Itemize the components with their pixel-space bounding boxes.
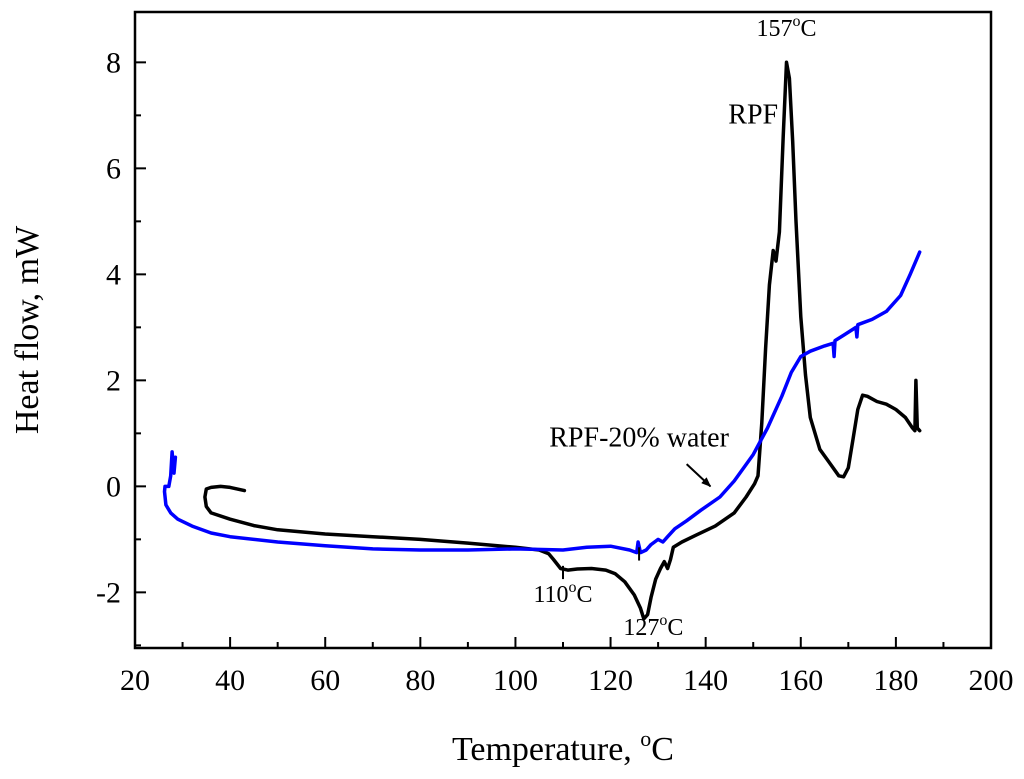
annotation-peak157: 157oC bbox=[757, 13, 817, 42]
x-axis-title-sup: o bbox=[640, 726, 651, 751]
x-tick-label: 180 bbox=[873, 664, 918, 697]
series-line-rpf-water bbox=[162, 250, 922, 555]
y-tick-label: 0 bbox=[106, 470, 121, 503]
annotation-rpfwater: RPF-20% water bbox=[549, 423, 729, 454]
x-tick-label: 140 bbox=[683, 664, 728, 697]
x-tick-label: 80 bbox=[405, 664, 435, 697]
x-tick-label: 200 bbox=[969, 664, 1014, 697]
annotation-arrow bbox=[685, 463, 712, 488]
x-tick-label: 40 bbox=[215, 664, 245, 697]
y-tick-label: -2 bbox=[96, 576, 121, 609]
annotation-t127: 127oC bbox=[623, 612, 683, 641]
annotation-t110: 110oC bbox=[533, 579, 592, 608]
x-axis-title-main: Temperature, bbox=[452, 731, 640, 768]
y-tick-label: 4 bbox=[106, 258, 121, 291]
x-tick-label: 100 bbox=[493, 664, 538, 697]
plot-frame bbox=[133, 10, 993, 650]
y-tick-label: 2 bbox=[106, 364, 121, 397]
x-tick-label: 120 bbox=[588, 664, 633, 697]
y-axis-title: Heat flow, mW bbox=[9, 225, 46, 434]
y-tick-label: 8 bbox=[106, 46, 121, 79]
tick-layer: 20 40 60 80 100 120 140 160 180 200 -2 0 2 4 6 8 bbox=[96, 46, 1014, 697]
series-layer bbox=[162, 60, 922, 621]
x-tick-label: 20 bbox=[120, 664, 150, 697]
x-axis-title: Temperature, oC bbox=[452, 726, 674, 768]
x-axis-title-unit: C bbox=[651, 731, 674, 768]
annotation-rpf: RPF bbox=[728, 99, 778, 130]
x-tick-label: 160 bbox=[778, 664, 823, 697]
x-tick-label: 60 bbox=[310, 664, 340, 697]
annotation-layer: 157oC RPF RPF-20% water 110oC 127oC bbox=[533, 13, 816, 641]
y-tick-label: 6 bbox=[106, 152, 121, 185]
series-line-rpf bbox=[203, 60, 922, 621]
